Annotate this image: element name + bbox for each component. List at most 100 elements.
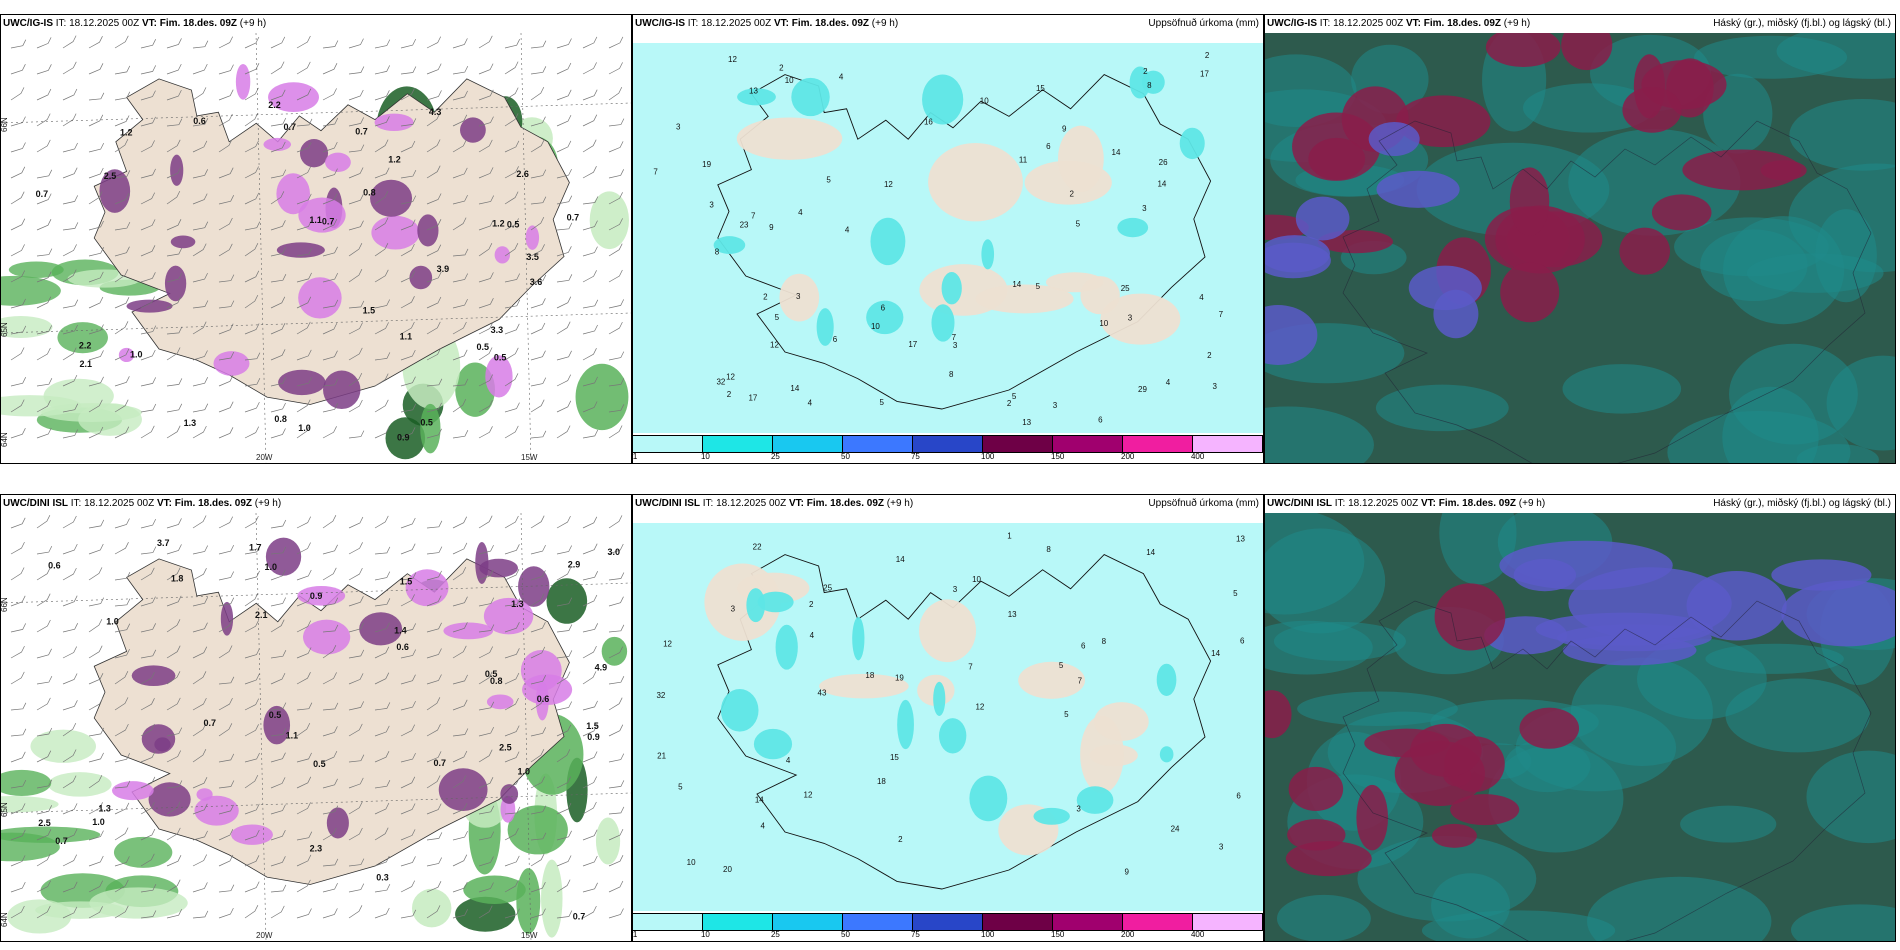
value-label: 1.0: [264, 562, 277, 572]
wind-barb: [62, 881, 78, 893]
wind-barb: [192, 140, 208, 153]
wind-barb: [478, 139, 493, 153]
wind-barb: [426, 674, 442, 685]
wind-barb: [452, 596, 468, 607]
value-label: 3: [953, 585, 958, 594]
wind-barb: [62, 828, 78, 841]
wind-barb: [10, 541, 25, 555]
wind-barb: [192, 272, 208, 283]
wind-barb: [452, 645, 467, 659]
value-label: 5: [775, 313, 780, 322]
snow-rate-cell: [164, 265, 187, 302]
wind-barb: [140, 910, 157, 919]
snow-rate-shading: [99, 63, 540, 410]
wind-barb: [556, 749, 571, 763]
wind-barb: [426, 348, 441, 361]
graticule: [1, 32, 631, 463]
wind-barb: [88, 114, 104, 127]
wind-barb: [374, 191, 389, 205]
wind-barb: [348, 516, 364, 529]
panel-dini-precip: UWC/DINI ISL IT: 18.12.2025 00Z VT: Fim.…: [632, 494, 1264, 942]
high-cloud-area: [1287, 819, 1346, 851]
longitude-label: 20W: [256, 453, 273, 462]
wind-barb: [374, 373, 389, 387]
value-label: 1.8: [171, 573, 184, 583]
wind-barb: [556, 624, 573, 633]
wind-barb: [504, 672, 520, 685]
wind-barb: [10, 399, 25, 413]
wind-barb: [114, 827, 129, 841]
wind-barb: [114, 115, 130, 127]
wind-barb: [296, 908, 312, 919]
wind-barb: [218, 697, 233, 711]
wind-barb: [426, 832, 443, 841]
wind-barb: [504, 113, 519, 127]
wind-barb: [322, 515, 337, 529]
wind-barb: [608, 378, 625, 387]
wind-barb: [504, 598, 521, 607]
value-label: 10: [980, 97, 989, 106]
value-label: 2.6: [516, 169, 529, 179]
wind-barb: [140, 884, 157, 893]
wind-barb: [114, 246, 130, 257]
wind-barb: [192, 622, 208, 633]
value-label: 4: [808, 399, 813, 408]
snow-rate-cell: [118, 347, 135, 363]
snow-rate-cell: [417, 214, 439, 247]
wind-barb: [218, 36, 234, 49]
wind-barb: [400, 118, 417, 127]
wind-barb: [62, 142, 78, 153]
value-label: 4: [839, 73, 844, 82]
colorbar-tick-label: 50: [841, 452, 850, 461]
high-cloud-area: [1450, 794, 1520, 826]
wind-barb: [140, 649, 157, 659]
wind-barb: [374, 399, 389, 413]
wind-barb: [504, 697, 519, 711]
heavy-precip-area: [1129, 66, 1151, 99]
snow-rate-cell: [220, 601, 234, 636]
wind-barb: [10, 905, 25, 919]
colorbar-swatch: [703, 914, 773, 930]
value-label: 12: [663, 639, 672, 648]
wind-barb: [452, 699, 468, 711]
wind-barb: [504, 323, 520, 335]
snow-rate-cell: [475, 541, 489, 584]
wind-barb: [556, 701, 573, 711]
wind-barb: [192, 910, 209, 919]
wind-barb: [36, 378, 53, 387]
value-label: 3: [731, 605, 736, 614]
wind-barb: [400, 270, 416, 283]
value-label: 13: [1008, 610, 1017, 619]
wind-barb: [218, 619, 233, 633]
value-label: 32: [656, 691, 665, 700]
value-label: 14: [1157, 180, 1166, 189]
wind-barb: [140, 828, 156, 841]
valid-time: Fim. 18.des. 09Z: [1438, 498, 1517, 509]
snow-rate-cell: [371, 215, 420, 250]
wind-barb: [166, 645, 181, 659]
wind-barb: [218, 516, 234, 529]
wind-barb: [62, 195, 79, 205]
wind-barb: [608, 724, 624, 737]
wind-barb: [62, 222, 79, 231]
mixed-cloud-area: [1295, 196, 1350, 241]
wind-barb: [478, 646, 494, 659]
wind-barb: [530, 244, 545, 257]
value-label: 1: [1007, 531, 1012, 540]
wind-barb: [608, 572, 625, 581]
wind-barb: [556, 724, 572, 737]
colorbar-tick-label: 1: [632, 452, 638, 461]
wind-barb: [348, 801, 363, 815]
wind-barb: [114, 193, 130, 205]
latitude-label: 65N: [1, 802, 9, 817]
wind-barb: [426, 36, 442, 49]
wind-barb: [244, 270, 260, 283]
wind-barb: [270, 777, 286, 789]
wind-barb: [374, 65, 391, 75]
wind-barb: [530, 196, 547, 205]
model-name: UWC/IG-IS: [635, 18, 685, 29]
wind-barb: [114, 348, 130, 361]
wind-barb: [478, 569, 494, 581]
wind-barb: [166, 697, 181, 711]
wind-barb: [582, 348, 597, 361]
